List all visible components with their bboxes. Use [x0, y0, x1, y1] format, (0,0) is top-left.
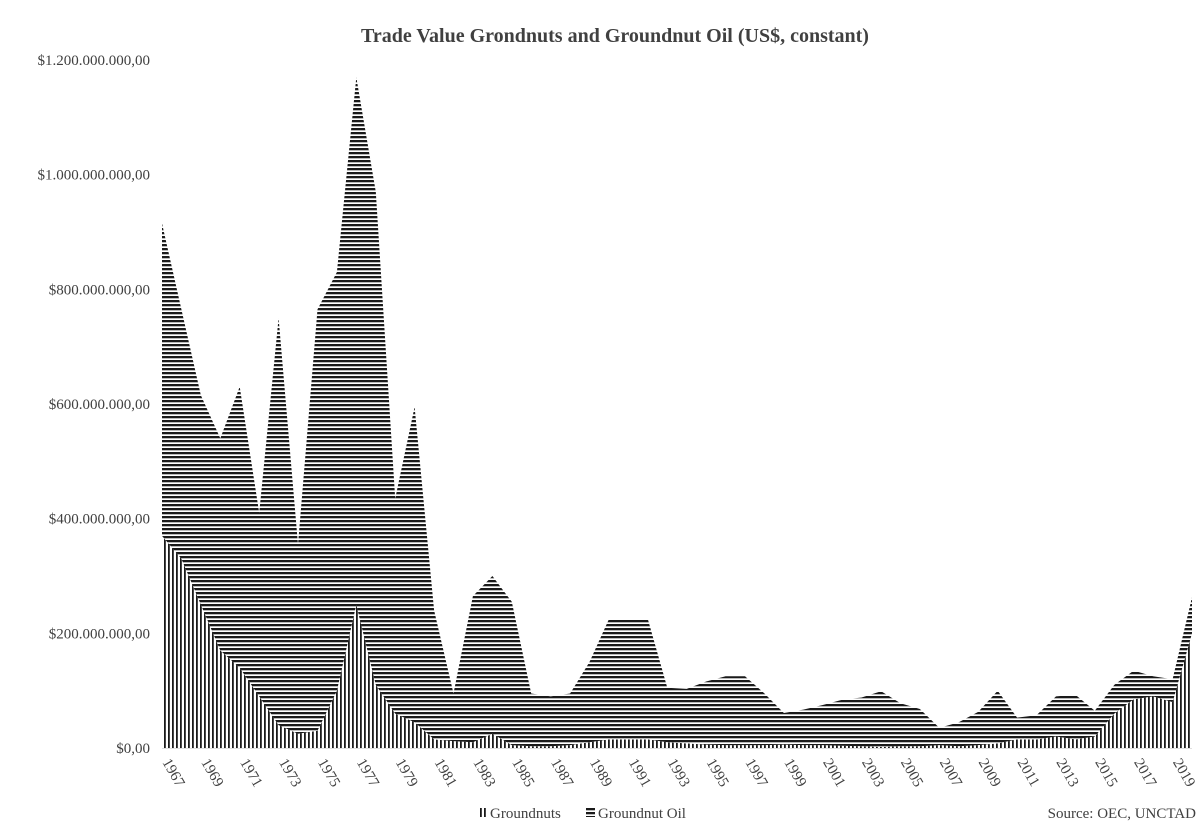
y-tick-label: $0,00 [116, 741, 150, 757]
x-tick-label: 1983 [469, 756, 498, 790]
legend-label: Groundnuts [490, 806, 561, 822]
x-tick-label: 2015 [1091, 756, 1120, 790]
x-tick-label: 2011 [1014, 756, 1043, 790]
legend-swatch [586, 808, 595, 817]
y-tick-label: $800.000.000,00 [49, 282, 150, 298]
x-tick-label: 1999 [780, 756, 809, 790]
x-tick-label: 1989 [586, 756, 615, 790]
y-tick-label: $600.000.000,00 [49, 397, 150, 413]
x-tick-label: 2017 [1130, 756, 1159, 790]
x-tick-label: 2005 [897, 756, 926, 790]
y-tick-label: $200.000.000,00 [49, 626, 150, 642]
x-tick-label: 1991 [625, 756, 654, 790]
x-tick-label: 1997 [742, 756, 771, 790]
x-tick-label: 1967 [159, 756, 188, 790]
x-tick-label: 1977 [353, 756, 382, 790]
y-tick-label: $1.000.000.000,00 [38, 168, 151, 184]
y-tick-label: $1.200.000.000,00 [38, 53, 151, 69]
chart-title: Trade Value Grondnuts and Groundnut Oil … [361, 25, 869, 47]
legend-item-groundnut-oil: Groundnut Oil [586, 806, 686, 822]
legend-label: Groundnut Oil [598, 806, 686, 822]
x-tick-label: 2013 [1053, 756, 1082, 790]
x-tick-label: 1981 [431, 756, 460, 790]
y-tick-label: $400.000.000,00 [49, 512, 150, 528]
x-tick-label: 1973 [275, 756, 304, 790]
x-tick-label: 2001 [819, 756, 848, 790]
x-tick-label: 1969 [197, 756, 226, 790]
x-tick-label: 1993 [664, 756, 693, 790]
legend-item-groundnuts: Groundnuts [478, 806, 561, 822]
legend-swatch [478, 808, 487, 817]
source-note: Source: OEC, UNCTAD [1048, 806, 1197, 822]
x-tick-label: 1975 [314, 756, 343, 790]
x-tick-label: 1995 [703, 756, 732, 790]
x-tick-label: 1987 [547, 756, 576, 790]
x-tick-label: 2019 [1169, 756, 1198, 790]
x-tick-label: 1979 [392, 756, 421, 790]
x-tick-label: 2009 [975, 756, 1004, 790]
area-series-groundnut-oil [162, 77, 1192, 747]
x-tick-label: 2003 [858, 756, 887, 790]
x-tick-label: 1971 [236, 756, 265, 790]
area-series-groundnuts [162, 535, 1192, 748]
x-tick-label: 2007 [936, 756, 965, 790]
x-tick-label: 1985 [508, 756, 537, 790]
